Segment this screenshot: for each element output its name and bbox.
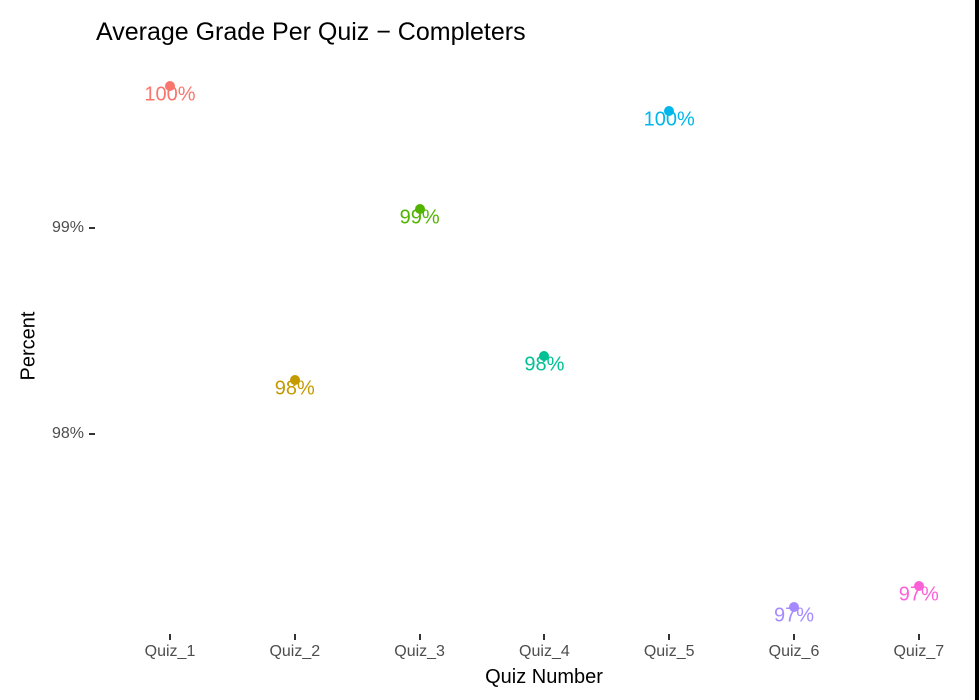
data-label: 98%	[524, 353, 565, 376]
x-tick-label: Quiz_6	[768, 643, 820, 660]
x-tick-mark	[793, 634, 795, 640]
x-tick-label: Quiz_2	[269, 643, 321, 660]
data-point	[414, 204, 425, 215]
x-tick-mark	[418, 634, 421, 640]
data-point	[664, 105, 675, 116]
data-label: 97%	[898, 584, 939, 607]
data-point	[789, 602, 799, 613]
x-tick-mark	[917, 634, 920, 640]
data-point	[539, 350, 550, 361]
x-tick-label: Quiz_4	[519, 643, 570, 660]
data-label: 98%	[274, 378, 315, 401]
data-point	[165, 80, 175, 91]
chart-title: Average Grade Per Quiz − Completers	[96, 18, 526, 46]
x-tick-mark	[293, 634, 296, 640]
data-label: 97%	[773, 604, 815, 627]
data-label: 100%	[144, 83, 196, 106]
data-label: 100%	[643, 108, 695, 131]
data-point	[913, 581, 924, 592]
x-axis-title: Quiz Number	[485, 666, 603, 688]
y-axis-title: Percent	[17, 311, 40, 381]
y-tick-mark	[89, 433, 95, 435]
x-tick-label: Quiz_7	[893, 643, 945, 660]
x-tick-mark	[668, 634, 671, 640]
x-tick-mark	[543, 634, 546, 640]
y-tick-mark	[89, 227, 95, 229]
y-tick-label: 99%	[51, 219, 84, 236]
data-label: 99%	[399, 207, 440, 230]
x-tick-label: Quiz_3	[394, 643, 445, 660]
frame-border	[975, 0, 979, 700]
data-point	[289, 375, 300, 386]
x-tick-label: Quiz_5	[643, 643, 695, 660]
y-tick-label: 98%	[51, 425, 84, 442]
x-tick-mark	[169, 634, 171, 640]
x-tick-label: Quiz_1	[144, 643, 196, 660]
